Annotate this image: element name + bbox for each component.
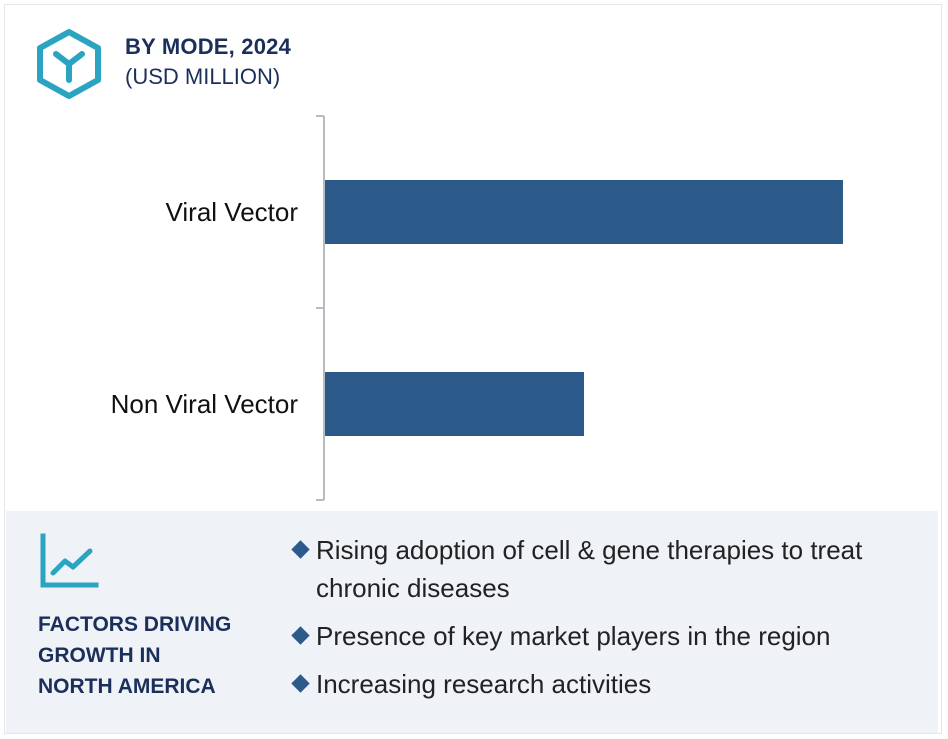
chart-bars	[325, 180, 843, 436]
factors-title-line: GROWTH IN	[38, 644, 161, 667]
chart-category-labels: Viral Vector Non Viral Vector	[111, 197, 299, 419]
bar-chart: Viral Vector Non Viral Vector	[111, 115, 843, 501]
factor-item: Increasing research activities	[290, 665, 930, 703]
growth-factors-panel: FACTORS DRIVING GROWTH IN NORTH AMERICA …	[6, 511, 938, 733]
chart-axis	[316, 115, 325, 501]
factor-item: Rising adoption of cell & gene therapies…	[290, 531, 930, 607]
chart-subtitle: (USD MILLION)	[125, 64, 281, 89]
factor-text: Rising adoption of cell & gene therapies…	[316, 535, 863, 603]
card-frame	[4, 4, 942, 734]
factors-title-line: FACTORS DRIVING	[38, 613, 232, 636]
factor-text: Presence of key market players in the re…	[316, 621, 831, 651]
bar-non-viral-vector	[325, 372, 584, 436]
category-label: Non Viral Vector	[111, 389, 299, 419]
diamond-bullet-icon	[291, 674, 310, 693]
chart-title: BY MODE, 2024	[125, 34, 292, 59]
factors-title: FACTORS DRIVING GROWTH IN NORTH AMERICA	[38, 609, 268, 702]
factor-item: Presence of key market players in the re…	[290, 617, 930, 655]
cube-y-logo-icon	[37, 29, 101, 99]
diamond-bullet-icon	[291, 540, 310, 559]
factor-text: Increasing research activities	[316, 669, 652, 699]
diamond-bullet-icon	[291, 626, 310, 645]
factors-list: Rising adoption of cell & gene therapies…	[290, 531, 930, 713]
category-label: Viral Vector	[166, 197, 299, 227]
factors-title-line: NORTH AMERICA	[38, 675, 216, 698]
trend-line-chart-icon	[40, 533, 99, 588]
bar-viral-vector	[325, 180, 843, 244]
